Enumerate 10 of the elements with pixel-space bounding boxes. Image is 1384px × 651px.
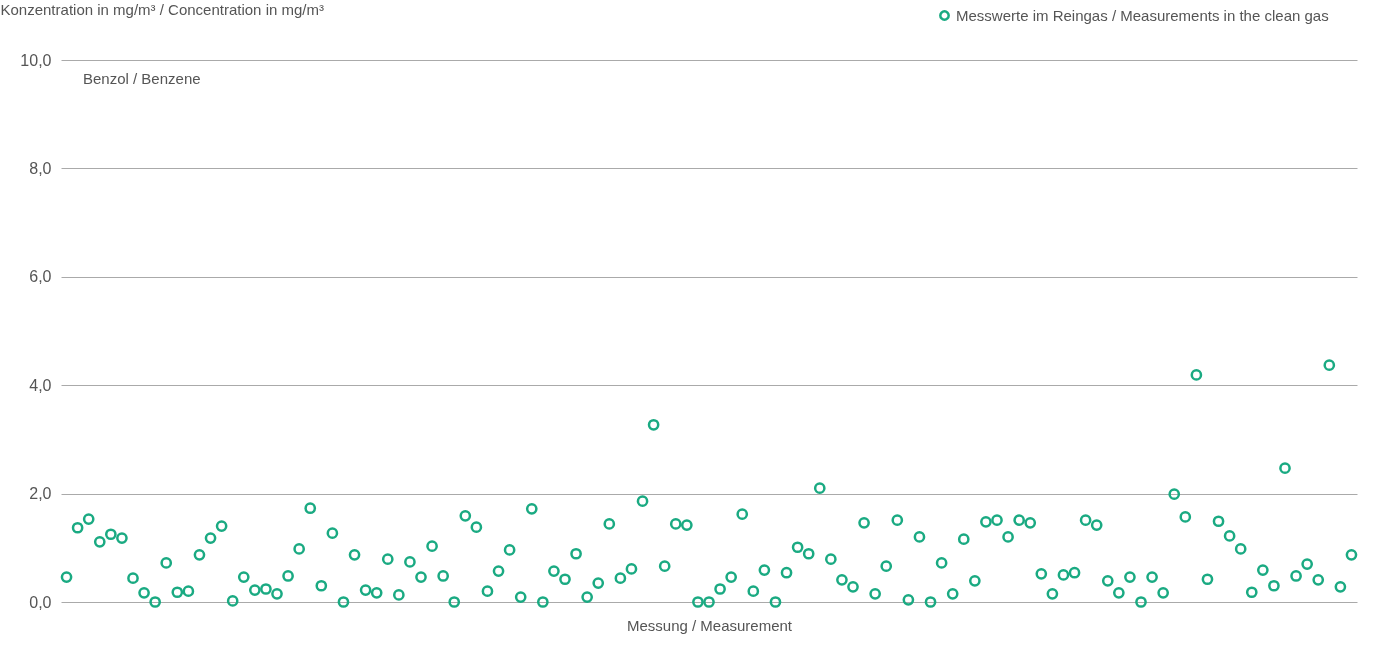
- y-tick-label: 8,0: [29, 159, 52, 177]
- y-tick-label: 6,0: [29, 268, 52, 286]
- annotation: Benzol / Benzene: [83, 70, 201, 87]
- y-tick-label: 4,0: [29, 376, 52, 394]
- y-tick-label: 2,0: [29, 485, 52, 503]
- y-tick-label: 10,0: [20, 51, 52, 69]
- legend-label: Messwerte im Reingas / Measurements in the clean gas: [956, 6, 1329, 24]
- y-tick-label: 0,0: [29, 593, 52, 611]
- x-axis-title: Messung / Measurement: [626, 616, 793, 634]
- y-axis-title: Konzentration in mg/m³ / Concentration in mg/m³: [0, 0, 324, 18]
